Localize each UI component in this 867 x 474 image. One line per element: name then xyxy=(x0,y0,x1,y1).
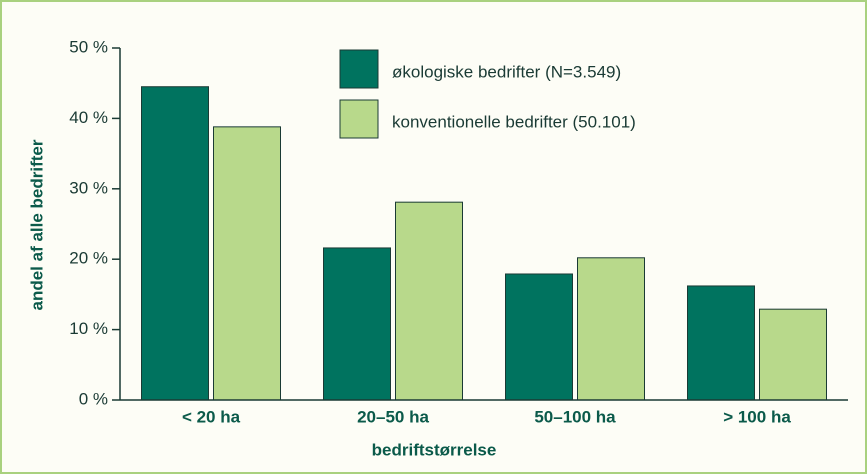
legend-label: økologiske bedrifter (N=3.549) xyxy=(392,62,621,81)
bar xyxy=(213,126,281,401)
bar xyxy=(141,86,209,401)
x-tick-label: < 20 ha xyxy=(182,407,241,426)
y-tick-label: 40 % xyxy=(69,108,108,127)
bar xyxy=(395,201,463,401)
y-tick-label: 0 % xyxy=(79,389,108,408)
y-tick-label: 30 % xyxy=(69,178,108,197)
y-tick-label: 10 % xyxy=(69,319,108,338)
bar xyxy=(759,308,827,401)
x-tick-label: 20–50 ha xyxy=(357,407,429,426)
x-tick-label: > 100 ha xyxy=(723,407,791,426)
bar xyxy=(505,273,573,401)
bar xyxy=(687,285,755,401)
legend-swatch xyxy=(339,99,379,139)
bar xyxy=(323,247,391,401)
legend-swatch xyxy=(339,49,379,89)
legend-label: konventionelle bedrifter (50.101) xyxy=(392,112,636,131)
y-tick-label: 20 % xyxy=(69,249,108,268)
y-axis-label: andel af alle bedrifter xyxy=(27,139,46,310)
x-axis-label: bedriftstørrelse xyxy=(372,440,497,459)
x-tick-label: 50–100 ha xyxy=(534,407,616,426)
bar xyxy=(577,257,645,401)
y-tick-label: 50 % xyxy=(69,37,108,56)
